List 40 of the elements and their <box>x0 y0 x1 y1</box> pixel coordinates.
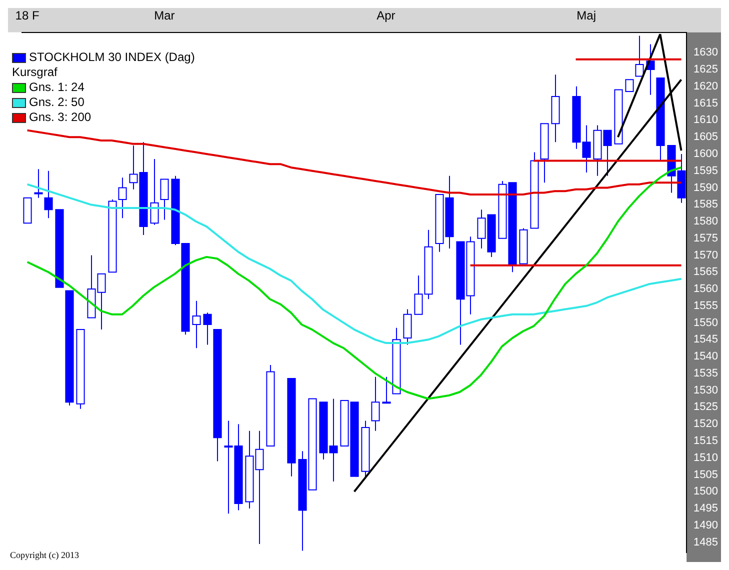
y-tick-label: 1505 <box>694 468 718 481</box>
y-tick-label: 1530 <box>694 384 718 396</box>
y-tick-label: 1515 <box>694 435 718 448</box>
legend-label: Gns. 1: 24 <box>29 80 84 95</box>
y-tick-label: 1565 <box>694 266 718 278</box>
y-tick-label: 1580 <box>694 216 718 228</box>
y-tick-label: 1630 <box>694 46 718 59</box>
y-tick-label: 1570 <box>694 249 718 262</box>
y-tick-label: 1485 <box>694 536 718 548</box>
legend-title: Kursgraf <box>12 65 58 80</box>
y-tick-label: 1615 <box>694 97 718 110</box>
y-tick-label: 1605 <box>694 131 718 144</box>
legend-label: Gns. 2: 50 <box>29 95 84 110</box>
y-tick-label: 1500 <box>694 486 718 498</box>
y-tick-label: 1510 <box>694 452 718 464</box>
annotation: Copyright (c) 2013 <box>10 550 79 560</box>
y-tick-label: 1495 <box>694 502 718 515</box>
y-tick-label: 1595 <box>694 164 718 177</box>
legend-label: STOCKHOLM 30 INDEX (Dag) <box>29 50 195 65</box>
y-tick-label: 1620 <box>694 80 718 92</box>
x-tick-label: Maj <box>576 8 596 23</box>
y-tick-label: 1555 <box>694 300 718 312</box>
x-tick-label: 18 F <box>15 8 40 23</box>
y-tick-label: 1600 <box>694 148 718 160</box>
legend-label: Gns. 3: 200 <box>29 110 92 125</box>
y-tick-label: 1560 <box>694 283 718 296</box>
y-tick-label: 1540 <box>694 350 718 363</box>
y-tick-label: 1625 <box>694 64 718 76</box>
y-tick-label: 1550 <box>694 316 718 329</box>
x-tick-label: Mar <box>154 8 175 23</box>
y-tick-label: 1490 <box>694 519 718 532</box>
y-tick-label: 1520 <box>694 418 718 430</box>
y-tick-label: 1535 <box>694 367 718 380</box>
y-tick-label: 1525 <box>694 401 718 414</box>
y-tick-label: 1575 <box>694 232 718 244</box>
y-tick-label: 1610 <box>694 114 718 126</box>
y-tick-label: 1590 <box>694 182 718 194</box>
y-tick-label: 1585 <box>694 198 718 211</box>
y-tick-label: 1545 <box>694 334 718 346</box>
x-tick-label: Apr <box>376 8 396 23</box>
